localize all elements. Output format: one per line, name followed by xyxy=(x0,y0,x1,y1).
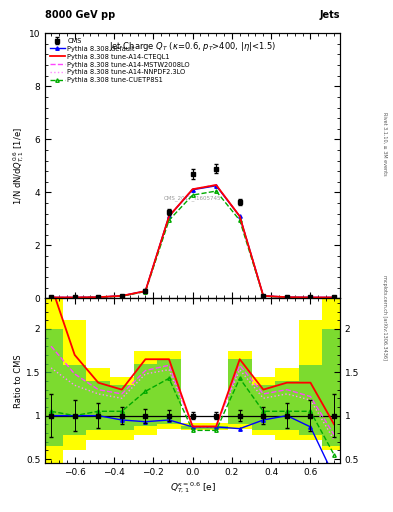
Pythia 8.308 tune-A14-NNPDF2.3LO xyxy=(332,294,336,301)
Pythia 8.308 tune-CUETP8S1 xyxy=(119,293,124,299)
Pythia 8.308 tune-CUETP8S1 xyxy=(190,192,195,198)
Pythia 8.308 tune-A14-NNPDF2.3LO xyxy=(308,294,313,301)
Pythia 8.308 tune-A14-MSTW2008LO xyxy=(49,294,53,301)
Pythia 8.308 tune-A14-MSTW2008LO xyxy=(332,294,336,301)
Text: CMS_2017_I1605745: CMS_2017_I1605745 xyxy=(164,195,221,201)
Pythia 8.308 tune-A14-CTEQL1 xyxy=(143,288,148,294)
Line: Pythia 8.308 tune-A14-NNPDF2.3LO: Pythia 8.308 tune-A14-NNPDF2.3LO xyxy=(51,185,334,297)
Pythia 8.308 tune-A14-MSTW2008LO xyxy=(96,294,101,300)
Pythia 8.308 tune-A14-CTEQL1 xyxy=(96,294,101,300)
Pythia 8.308 tune-A14-MSTW2008LO xyxy=(72,294,77,301)
Line: Pythia 8.308 tune-A14-CTEQL1: Pythia 8.308 tune-A14-CTEQL1 xyxy=(51,185,334,297)
Pythia 8.308 tune-A14-MSTW2008LO xyxy=(237,213,242,219)
Text: mcplots.cern.ch [arXiv:1306.3436]: mcplots.cern.ch [arXiv:1306.3436] xyxy=(382,275,387,360)
Pythia 8.308 tune-A14-MSTW2008LO xyxy=(214,182,219,188)
Pythia 8.308 tune-CUETP8S1 xyxy=(214,188,219,194)
Line: Pythia 8.308 tune-A14-MSTW2008LO: Pythia 8.308 tune-A14-MSTW2008LO xyxy=(51,185,334,297)
Pythia 8.308 tune-A14-CTEQL1 xyxy=(237,213,242,219)
Pythia 8.308 default xyxy=(119,293,124,299)
Text: Jets: Jets xyxy=(320,10,340,20)
Pythia 8.308 default xyxy=(72,294,77,301)
Pythia 8.308 tune-A14-CTEQL1 xyxy=(119,293,124,299)
Pythia 8.308 tune-A14-CTEQL1 xyxy=(285,294,289,300)
Pythia 8.308 tune-A14-NNPDF2.3LO xyxy=(261,293,266,299)
Pythia 8.308 tune-CUETP8S1 xyxy=(49,294,53,301)
Pythia 8.308 tune-CUETP8S1 xyxy=(72,294,77,301)
Pythia 8.308 default xyxy=(190,187,195,193)
Pythia 8.308 tune-A14-NNPDF2.3LO xyxy=(49,294,53,301)
Pythia 8.308 default xyxy=(261,293,266,299)
Pythia 8.308 tune-A14-NNPDF2.3LO xyxy=(96,294,101,300)
Pythia 8.308 tune-CUETP8S1 xyxy=(332,294,336,301)
Pythia 8.308 default xyxy=(308,294,313,301)
Pythia 8.308 tune-A14-CTEQL1 xyxy=(308,294,313,301)
Pythia 8.308 tune-A14-CTEQL1 xyxy=(72,294,77,301)
Pythia 8.308 tune-A14-MSTW2008LO xyxy=(285,294,289,300)
Pythia 8.308 tune-A14-MSTW2008LO xyxy=(308,294,313,301)
Pythia 8.308 default xyxy=(332,294,336,301)
Pythia 8.308 tune-A14-NNPDF2.3LO xyxy=(72,294,77,301)
Pythia 8.308 default xyxy=(167,213,171,219)
Pythia 8.308 tune-A14-NNPDF2.3LO xyxy=(119,293,124,299)
Pythia 8.308 default xyxy=(96,294,101,300)
Pythia 8.308 tune-A14-NNPDF2.3LO xyxy=(237,213,242,219)
Pythia 8.308 tune-A14-MSTW2008LO xyxy=(190,186,195,193)
Pythia 8.308 default xyxy=(237,213,242,219)
Pythia 8.308 tune-A14-MSTW2008LO xyxy=(261,293,266,299)
Pythia 8.308 tune-A14-NNPDF2.3LO xyxy=(143,288,148,294)
Pythia 8.308 tune-A14-NNPDF2.3LO xyxy=(190,186,195,193)
Pythia 8.308 default xyxy=(285,294,289,300)
Pythia 8.308 tune-CUETP8S1 xyxy=(285,294,289,301)
Pythia 8.308 tune-CUETP8S1 xyxy=(308,294,313,301)
Pythia 8.308 tune-A14-CTEQL1 xyxy=(49,294,53,301)
Pythia 8.308 tune-A14-MSTW2008LO xyxy=(167,213,171,219)
Text: Jet Charge $Q_T$ ($\kappa$=0.6, $p_T$>400, $|\eta|$<1.5): Jet Charge $Q_T$ ($\kappa$=0.6, $p_T$>40… xyxy=(109,40,276,53)
Legend: CMS, Pythia 8.308 default, Pythia 8.308 tune-A14-CTEQL1, Pythia 8.308 tune-A14-M: CMS, Pythia 8.308 default, Pythia 8.308 … xyxy=(48,36,192,86)
Pythia 8.308 default xyxy=(49,294,53,301)
Line: Pythia 8.308 tune-CUETP8S1: Pythia 8.308 tune-CUETP8S1 xyxy=(50,189,336,300)
Y-axis label: Ratio to CMS: Ratio to CMS xyxy=(14,354,23,408)
Y-axis label: 1/N dN/d$Q_{T,1}^{0.6}$ [1/e]: 1/N dN/d$Q_{T,1}^{0.6}$ [1/e] xyxy=(11,127,26,205)
Pythia 8.308 tune-CUETP8S1 xyxy=(261,293,266,299)
Text: Rivet 3.1.10, ≥ 3M events: Rivet 3.1.10, ≥ 3M events xyxy=(382,112,387,175)
Pythia 8.308 tune-A14-MSTW2008LO xyxy=(143,288,148,294)
Pythia 8.308 tune-CUETP8S1 xyxy=(143,289,148,295)
Pythia 8.308 tune-A14-NNPDF2.3LO xyxy=(167,213,171,219)
Pythia 8.308 tune-A14-NNPDF2.3LO xyxy=(214,182,219,188)
Pythia 8.308 tune-CUETP8S1 xyxy=(167,217,171,223)
Pythia 8.308 tune-A14-NNPDF2.3LO xyxy=(285,294,289,300)
Pythia 8.308 tune-A14-CTEQL1 xyxy=(214,182,219,188)
Pythia 8.308 tune-A14-CTEQL1 xyxy=(332,294,336,301)
Pythia 8.308 default xyxy=(143,288,148,294)
Text: 8000 GeV pp: 8000 GeV pp xyxy=(45,10,116,20)
Pythia 8.308 tune-A14-CTEQL1 xyxy=(167,213,171,219)
Pythia 8.308 tune-A14-CTEQL1 xyxy=(261,293,266,299)
X-axis label: $Q_{T,1}^{\kappa=0.6}$ [e]: $Q_{T,1}^{\kappa=0.6}$ [e] xyxy=(169,480,216,495)
Pythia 8.308 tune-CUETP8S1 xyxy=(96,294,101,301)
Pythia 8.308 tune-CUETP8S1 xyxy=(237,217,242,223)
Pythia 8.308 default xyxy=(214,183,219,189)
Pythia 8.308 tune-A14-MSTW2008LO xyxy=(119,293,124,299)
Line: Pythia 8.308 default: Pythia 8.308 default xyxy=(50,184,336,299)
Pythia 8.308 tune-A14-CTEQL1 xyxy=(190,186,195,193)
